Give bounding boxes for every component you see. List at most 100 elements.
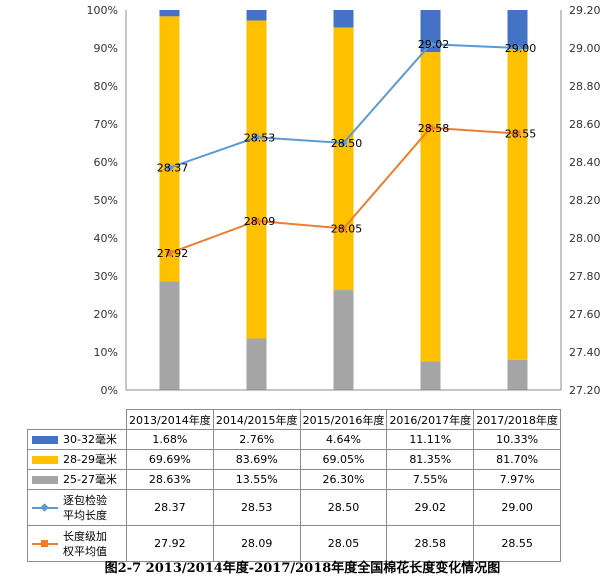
table-cell: 28.58 <box>386 525 475 562</box>
table-cell: 69.05% <box>299 449 388 470</box>
figure-caption: 图2-7 2013/2014年度-2017/2018年度全国棉花长度变化情况图 <box>104 561 501 576</box>
table-row: 30-32毫米 1.68% 2.76% 4.64% 11.11% 10.33% <box>27 429 561 450</box>
table-row: 28-29毫米 69.69% 83.69% 69.05% 81.35% 81.70% <box>27 449 561 470</box>
table-cell: 4.64% <box>299 429 388 450</box>
data-table: 2013/2014年度 2014/2015年度 2015/2016年度 2016/20… <box>27 409 561 562</box>
table-cell: 81.35% <box>386 449 475 470</box>
table-cell: 28.37 <box>126 489 214 526</box>
table-cell: 29.02 <box>386 489 475 526</box>
bar-28-29 <box>246 20 267 339</box>
legend-key: 逐包检验 平均长度 <box>27 489 127 526</box>
table-cell: 7.97% <box>473 469 561 490</box>
category-row: 2013/2014年度 2014/2015年度 2015/2016年度 2016/20… <box>27 409 561 430</box>
table-cell: 26.30% <box>299 469 388 490</box>
category-label: 2013/2014年度 <box>126 409 214 430</box>
right-tick-label: 27.80 <box>569 270 601 283</box>
table-cell: 1.68% <box>126 429 214 450</box>
line-point-square <box>253 217 260 224</box>
bar-30-32 <box>333 10 354 28</box>
left-tick-label: 40% <box>94 232 118 245</box>
bar-30-32 <box>159 10 180 17</box>
legend-line-swatch <box>32 539 58 549</box>
legend-swatch <box>32 435 58 444</box>
left-tick-label: 20% <box>94 308 118 321</box>
right-axis-ticks: 27.20 27.40 27.60 27.80 28.00 28.20 28.40 28.60… <box>569 4 601 397</box>
chart: 0%10%20%30%40%50%60%70%80%90%100% 27.202… <box>87 4 601 397</box>
table-row: 逐包检验 平均长度 28.37 28.53 28.50 29.02 29.00 <box>27 489 561 526</box>
left-tick-label: 80% <box>94 80 118 93</box>
legend-label: 25-27毫米 <box>63 473 117 486</box>
line-point-square <box>166 250 173 257</box>
line-data-label: 27.92 <box>157 247 189 260</box>
line-point-square <box>427 124 434 131</box>
left-tick-label: 70% <box>94 118 118 131</box>
bar-28-29 <box>333 27 354 291</box>
right-tick-label: 28.00 <box>569 232 601 245</box>
right-tick-label: 28.40 <box>569 156 601 169</box>
table-cell: 81.70% <box>473 449 561 470</box>
bar-25-27 <box>507 359 528 390</box>
table-cell: 28.63% <box>126 469 214 490</box>
right-tick-label: 27.60 <box>569 308 601 321</box>
line-point-diamond <box>165 163 174 172</box>
line-point-square <box>340 225 347 232</box>
line-point-diamond <box>513 44 522 52</box>
table-cell: 7.55% <box>386 469 475 490</box>
bar-30-32 <box>507 10 528 50</box>
line-point-diamond <box>426 40 435 49</box>
legend-label: 28-29毫米 <box>63 453 117 466</box>
line-data-label: 28.05 <box>331 223 363 236</box>
left-tick-label: 100% <box>87 4 118 17</box>
bar-25-27 <box>159 281 180 390</box>
left-tick-label: 60% <box>94 156 118 169</box>
left-tick-label: 10% <box>94 346 118 359</box>
right-tick-label: 28.60 <box>569 118 601 131</box>
right-tick-label: 29.20 <box>569 4 601 17</box>
table-cell: 10.33% <box>473 429 561 450</box>
line-point-diamond <box>339 139 348 147</box>
legend-key: 25-27毫米 <box>27 469 127 490</box>
markers <box>165 40 522 257</box>
right-tick-label: 28.80 <box>569 80 601 93</box>
line-data-label: 28.55 <box>505 128 537 141</box>
table-row: 25-27毫米 28.63% 13.55% 26.30% 7.55% 7.97% <box>27 469 561 490</box>
right-tick-label: 27.20 <box>569 384 601 397</box>
legend-line-swatch <box>32 502 58 513</box>
line-data-label: 28.37 <box>157 162 189 175</box>
line-data-label: 29.02 <box>418 38 450 51</box>
left-tick-label: 30% <box>94 270 118 283</box>
legend-label: 长度级加 权平均值 <box>63 529 107 558</box>
legend-key: 30-32毫米 <box>27 429 127 450</box>
legend-key: 28-29毫米 <box>27 449 127 470</box>
right-tick-label: 28.20 <box>569 194 601 207</box>
axes <box>125 10 562 391</box>
bar-25-27 <box>333 290 354 390</box>
table-cell: 28.53 <box>212 489 301 526</box>
category-label: 2017/2018年度 <box>473 409 561 430</box>
line-data-label: 28.58 <box>418 122 450 135</box>
table-row: 长度级加 权平均值 27.92 28.09 28.05 28.58 28.55 <box>27 525 561 562</box>
bar-28-29 <box>420 52 441 362</box>
table-cell: 13.55% <box>212 469 301 490</box>
table-cell: 2.76% <box>212 429 301 450</box>
table-cell: 28.09 <box>212 525 301 562</box>
category-label: 2015/2016年度 <box>299 409 388 430</box>
line-data-label: 28.09 <box>244 215 276 228</box>
table-cell: 29.00 <box>473 489 561 526</box>
table-cell: 83.69% <box>212 449 301 470</box>
left-tick-label: 0% <box>101 384 118 397</box>
table-cell: 28.50 <box>299 489 388 526</box>
category-label: 2014/2015年度 <box>212 409 301 430</box>
bar-30-32 <box>246 10 267 21</box>
legend-key: 长度级加 权平均值 <box>27 525 127 562</box>
right-tick-label: 29.00 <box>569 42 601 55</box>
line-data-label: 28.53 <box>244 131 276 144</box>
bar-28-29 <box>159 16 180 282</box>
table-cell: 28.05 <box>299 525 388 562</box>
table-cell: 27.92 <box>126 525 214 562</box>
bar-25-27 <box>420 361 441 390</box>
legend-swatch <box>32 475 58 484</box>
legend-label: 逐包检验 平均长度 <box>63 493 107 522</box>
bar-30-32 <box>420 10 441 53</box>
left-tick-label: 50% <box>94 194 118 207</box>
